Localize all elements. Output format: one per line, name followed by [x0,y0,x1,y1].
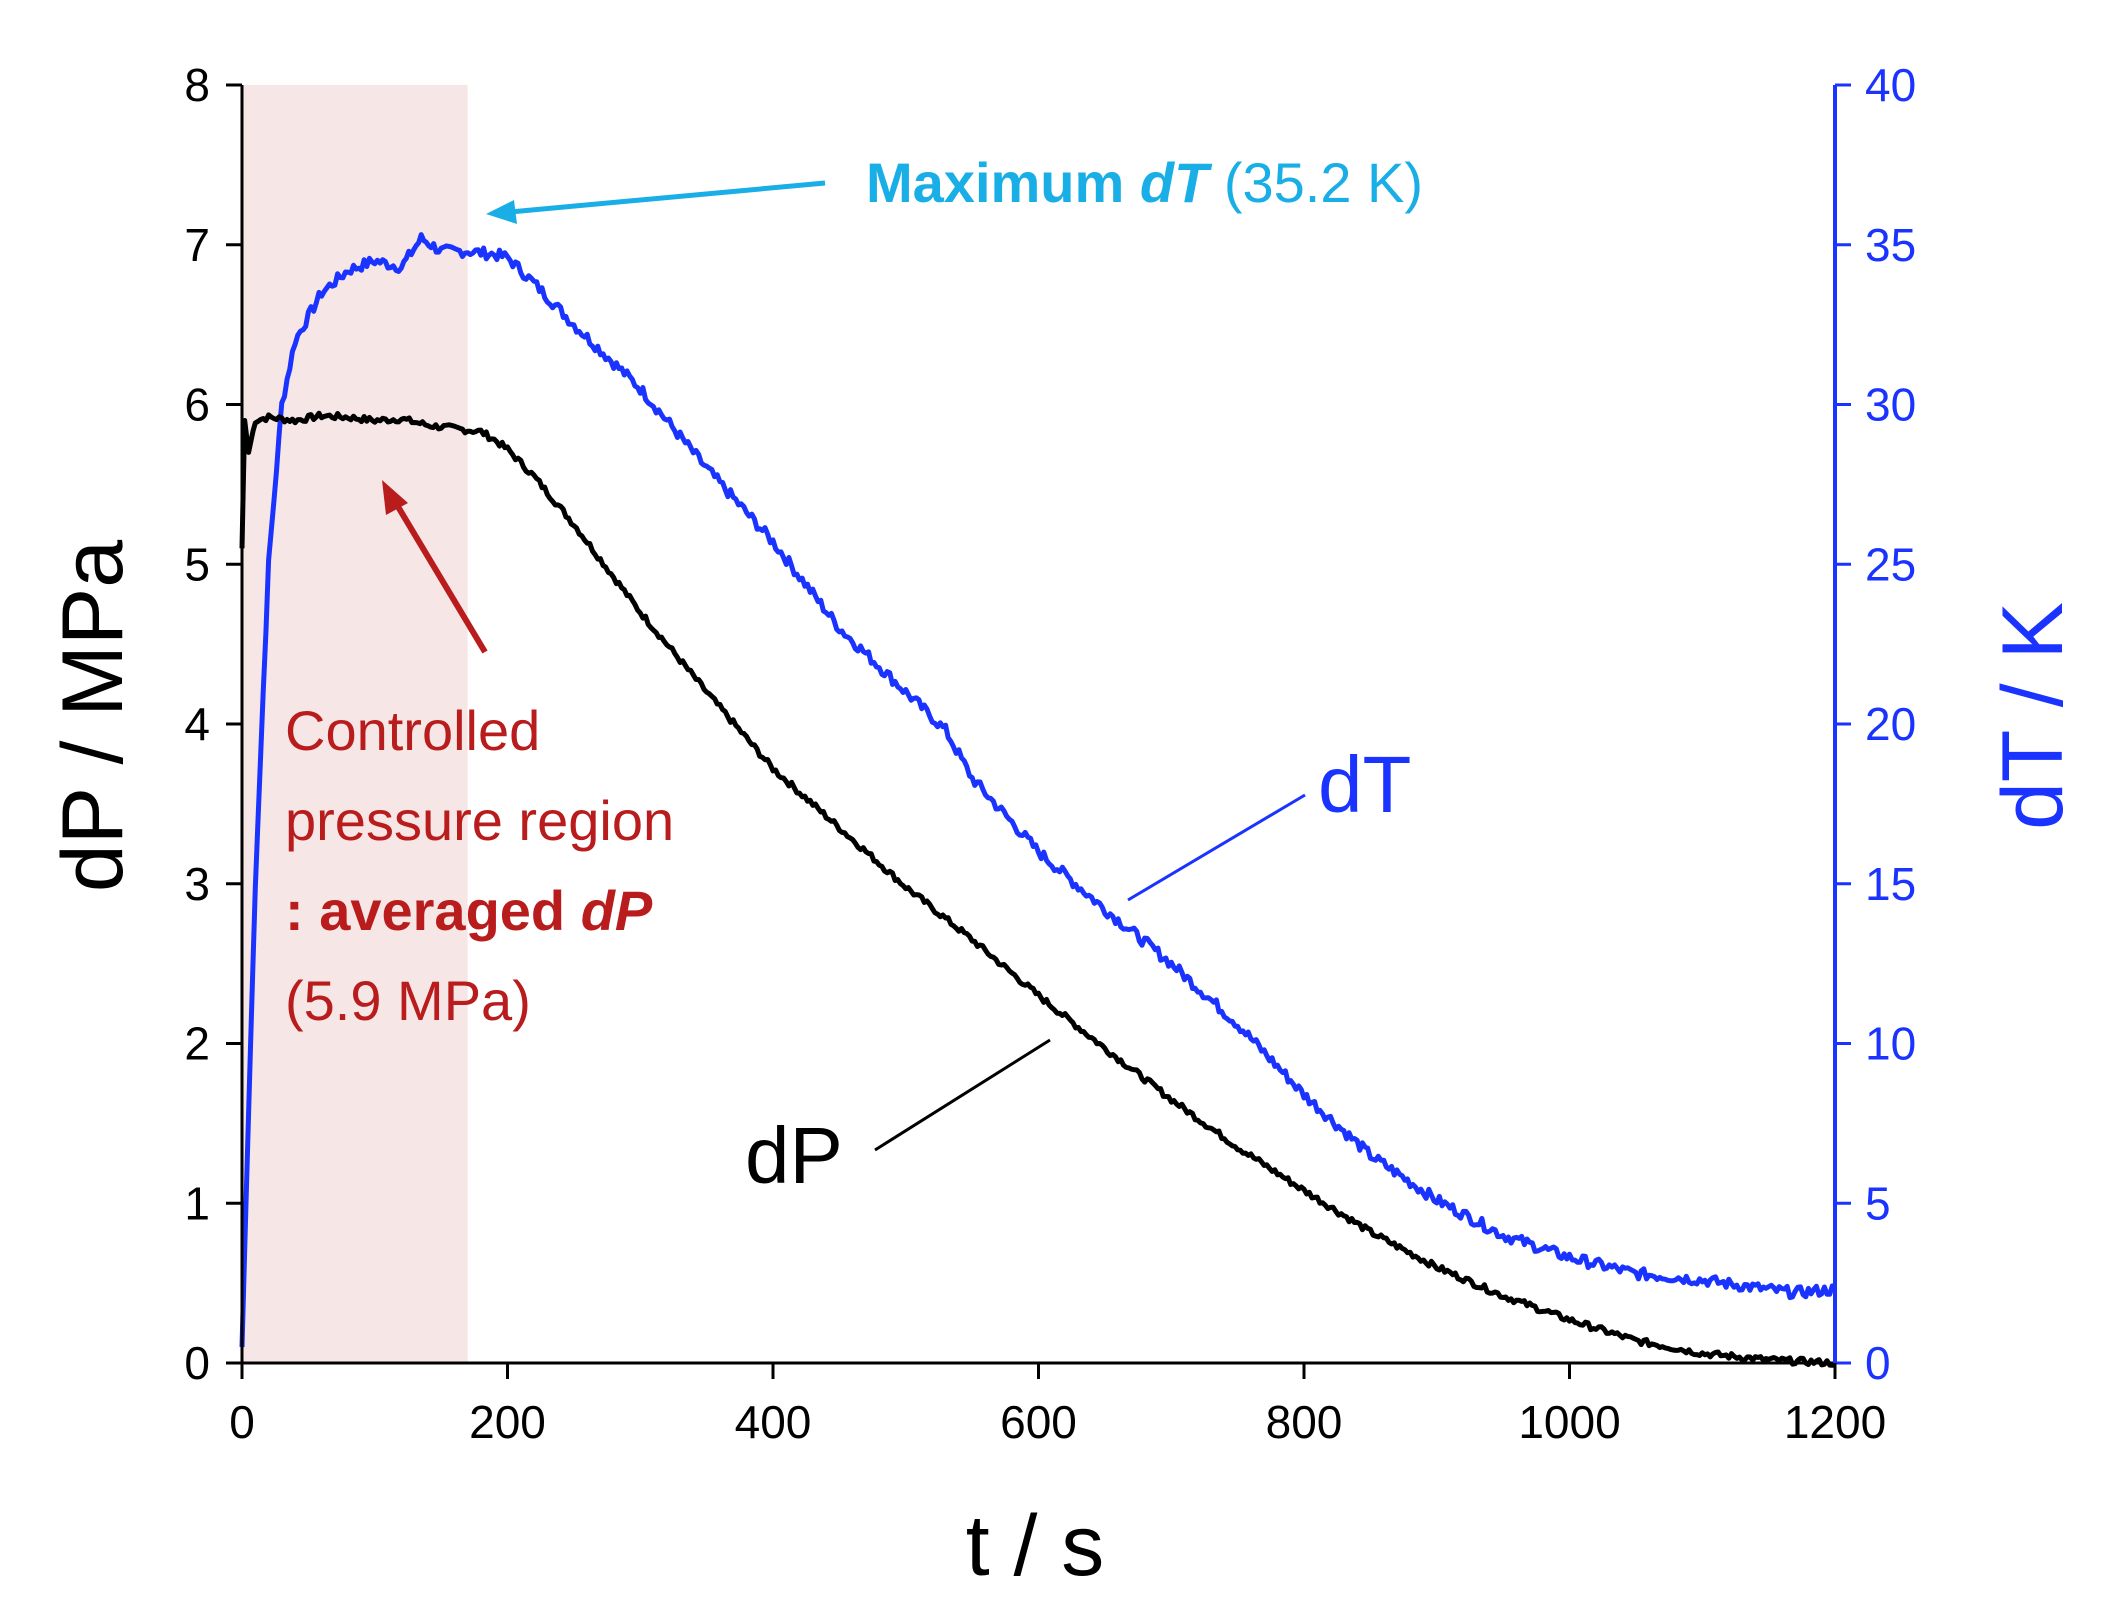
x-tick-label: 400 [735,1396,812,1448]
right-tick-label: 15 [1865,858,1916,910]
x-tick-label: 1000 [1518,1396,1620,1448]
left-tick-label: 1 [184,1177,210,1229]
dt-series-line [239,232,1837,1348]
left-tick-label: 2 [184,1018,210,1070]
right-tick-label: 40 [1865,59,1916,111]
right-tick-label: 35 [1865,219,1916,271]
x-tick-label: 1200 [1784,1396,1886,1448]
left-y-axis-title: dP / MPa [45,540,141,892]
max-dt-arrow [509,180,826,215]
left-tick-label: 4 [184,698,210,750]
left-tick-label: 7 [184,219,210,271]
region-annotation: Controlled pressure region : averaged dP… [285,699,674,1032]
left-tick-label: 6 [184,379,210,431]
svg-text:: averaged dP: : averaged dP [285,879,653,942]
x-axis-title: t / s [966,1498,1105,1594]
region-arrow-head [382,480,408,515]
svg-text:Controlled: Controlled [285,699,540,762]
left-tick-label: 8 [184,59,210,111]
region-arrow [394,503,488,654]
right-tick-label: 20 [1865,698,1916,750]
right-y-ticks: 0 5 10 15 20 25 30 35 40 [1835,59,1916,1389]
right-tick-label: 0 [1865,1337,1891,1389]
x-tick-label: 200 [469,1396,546,1448]
dp-series-label: dP [745,1111,843,1200]
left-tick-label: 5 [184,538,210,590]
dt-series-label: dT [1318,740,1411,829]
dp-label-leader [874,1038,1051,1152]
right-tick-label: 10 [1865,1018,1916,1070]
left-y-ticks: 0 1 2 3 4 5 6 7 8 [184,59,242,1389]
right-tick-label: 30 [1865,379,1916,431]
x-tick-label: 0 [229,1396,255,1448]
x-ticks: 0 200 400 600 800 1000 1200 [229,1363,1886,1448]
x-tick-label: 800 [1266,1396,1343,1448]
right-tick-label: 25 [1865,538,1916,590]
right-tick-label: 5 [1865,1177,1891,1229]
svg-text:(5.9 MPa): (5.9 MPa) [285,969,531,1032]
dp-series-line [239,410,1837,1368]
svg-text:pressure region: pressure region [285,789,674,852]
max-dt-annotation: Maximum dT (35.2 K) [866,151,1423,214]
max-dt-arrow-head [486,200,517,224]
dt-label-leader [1127,793,1306,902]
x-tick-label: 600 [1000,1396,1077,1448]
left-tick-label: 0 [184,1337,210,1389]
right-y-axis-title: dT / K [1985,602,2081,830]
controlled-pressure-region-shading [242,85,468,1363]
left-tick-label: 3 [184,858,210,910]
